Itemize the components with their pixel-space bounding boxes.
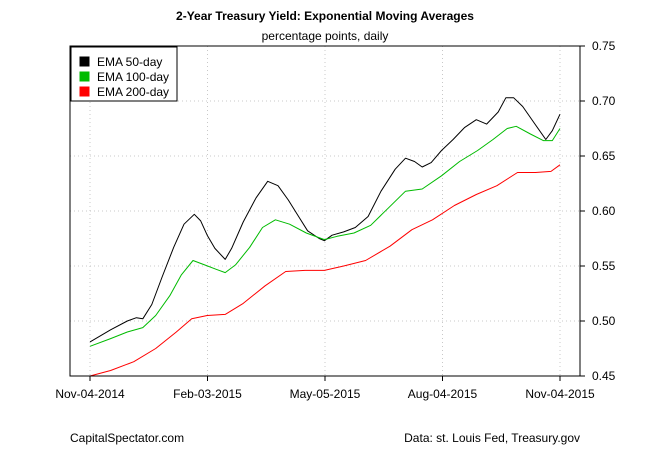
chart-subtitle: percentage points, daily: [262, 29, 389, 43]
series-line-1: [89, 97, 561, 343]
legend-swatch: [79, 71, 90, 82]
x-axis: Nov-04-2014 Feb-03-2015 May-05-2015 Aug-04-…: [55, 376, 595, 401]
legend-label: EMA 200-day: [97, 85, 169, 99]
x-tick-label: Nov-04-2014: [55, 387, 125, 401]
x-tick-label: Nov-04-2015: [525, 387, 595, 401]
y-tick-label: 0.65: [592, 149, 616, 163]
x-tick-label: Feb-03-2015: [173, 387, 242, 401]
legend-swatch: [79, 86, 90, 97]
y-tick-label: 0.55: [592, 259, 616, 273]
legend-swatch: [79, 56, 90, 67]
series-lines: [89, 97, 561, 377]
series-line-3: [89, 164, 561, 377]
x-tick-label: Aug-04-2015: [408, 387, 478, 401]
y-axis: 0.45 0.50 0.55 0.60 0.65 0.70 0.75: [580, 39, 616, 383]
footer-source-right: Data: st. Louis Fed, Treasury.gov: [404, 431, 580, 445]
y-tick-label: 0.75: [592, 39, 616, 53]
chart-title: 2-Year Treasury Yield: Exponential Movin…: [176, 9, 474, 23]
y-tick-label: 0.45: [592, 369, 616, 383]
series-line-2: [89, 125, 561, 347]
footer-source-left: CapitalSpectator.com: [70, 431, 184, 445]
y-tick-label: 0.60: [592, 204, 616, 218]
x-tick-label: May-05-2015: [290, 387, 361, 401]
y-tick-label: 0.70: [592, 94, 616, 108]
legend-label: EMA 50-day: [97, 55, 162, 69]
legend-label: EMA 100-day: [97, 70, 169, 84]
y-tick-label: 0.50: [592, 314, 616, 328]
